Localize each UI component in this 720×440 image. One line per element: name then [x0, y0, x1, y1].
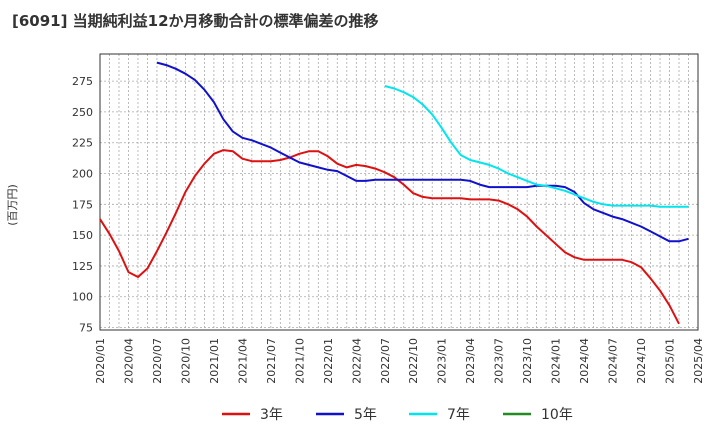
series-layer — [99, 61, 689, 325]
y-tick-label: 150 — [72, 229, 93, 242]
x-tick-label: 2023/07 — [493, 338, 506, 384]
plot-frame — [99, 53, 699, 331]
chart-title: [6091] 当期純利益12か月移動合計の標準偏差の推移 — [12, 12, 379, 30]
x-tick-label: 2024/07 — [607, 338, 620, 384]
x-tick-label: 2020/01 — [94, 338, 107, 384]
x-tick-label: 2024/01 — [550, 338, 563, 384]
legend-label-3年: 3年 — [260, 407, 283, 423]
y-axis-ticks: 75 100 125 150 175 200 225 250 275 — [72, 75, 93, 334]
x-tick-label: 2023/04 — [464, 338, 477, 384]
x-tick-label: 2021/04 — [236, 338, 249, 384]
y-tick-label: 100 — [72, 291, 93, 304]
legend-label-10年: 10年 — [541, 407, 573, 423]
x-tick-label: 2021/07 — [265, 338, 278, 384]
y-axis-label: (百万円) — [6, 184, 19, 226]
y-tick-label: 250 — [72, 106, 93, 119]
x-axis-ticks: 2020/01 2020/04 2020/07 2020/10 2021/01 2021/… — [94, 338, 705, 384]
legend-label-5年: 5年 — [354, 407, 377, 423]
y-tick-label: 75 — [79, 322, 93, 335]
series-line-5年 — [156, 61, 689, 243]
x-tick-label: 2024/10 — [635, 338, 648, 384]
x-tick-label: 2022/10 — [407, 338, 420, 384]
series-line-7年 — [384, 85, 689, 208]
x-tick-label: 2021/10 — [293, 338, 306, 384]
x-tick-label: 2022/07 — [379, 338, 392, 384]
x-tick-label: 2020/04 — [122, 338, 135, 384]
y-tick-label: 275 — [72, 75, 93, 88]
x-tick-label: 2020/10 — [179, 338, 192, 384]
y-tick-label: 200 — [72, 168, 93, 181]
x-tick-label: 2025/01 — [664, 338, 677, 384]
grid-layer — [99, 54, 699, 330]
x-tick-label: 2021/01 — [208, 338, 221, 384]
x-tick-label: 2024/04 — [578, 338, 591, 384]
x-tick-label: 2020/07 — [151, 338, 164, 384]
x-tick-label: 2025/04 — [692, 338, 705, 384]
y-tick-label: 225 — [72, 137, 93, 150]
x-tick-label: 2023/10 — [521, 338, 534, 384]
x-tick-label: 2022/04 — [350, 338, 363, 384]
x-tick-label: 2023/01 — [436, 338, 449, 384]
y-tick-label: 125 — [72, 260, 93, 273]
legend: 3年 5年 7年 10年 — [222, 407, 573, 423]
series-line-3年 — [99, 149, 680, 325]
y-tick-label: 175 — [72, 198, 93, 211]
legend-label-7年: 7年 — [447, 407, 470, 423]
x-tick-label: 2022/01 — [322, 338, 335, 384]
